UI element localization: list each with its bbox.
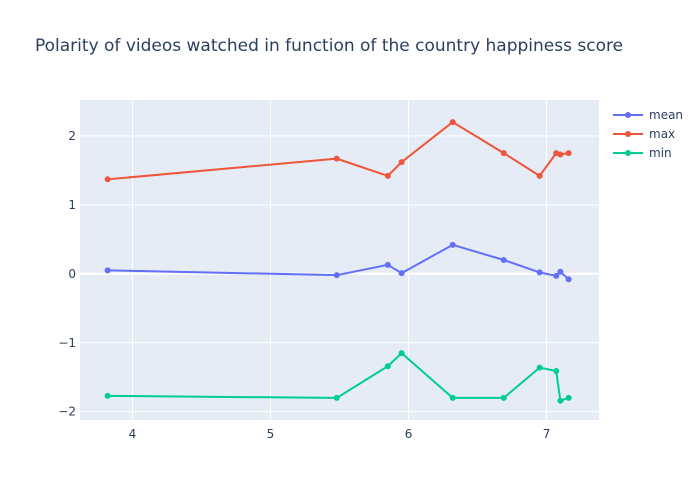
x-tick-label: 6 bbox=[405, 427, 413, 441]
y-tick-label: −2 bbox=[58, 405, 76, 419]
x-tick-label: 5 bbox=[267, 427, 275, 441]
legend-swatch-marker bbox=[625, 131, 631, 137]
data-point-min[interactable] bbox=[500, 394, 507, 401]
data-point-min[interactable] bbox=[536, 364, 543, 371]
legend-swatch-marker bbox=[625, 112, 631, 118]
x-axis-ticks: 4 5 6 7 bbox=[129, 427, 551, 441]
legend-label: max bbox=[649, 127, 675, 141]
data-point-max[interactable] bbox=[384, 172, 391, 179]
data-point-mean[interactable] bbox=[104, 267, 111, 274]
legend-swatch-marker bbox=[625, 150, 631, 156]
data-point-min[interactable] bbox=[104, 392, 111, 399]
data-point-mean[interactable] bbox=[536, 269, 543, 276]
data-point-mean[interactable] bbox=[565, 276, 572, 283]
data-point-mean[interactable] bbox=[333, 272, 340, 279]
data-point-min[interactable] bbox=[333, 394, 340, 401]
series-min bbox=[104, 350, 572, 404]
legend-label: mean bbox=[649, 108, 683, 122]
legend[interactable]: mean max min bbox=[613, 108, 683, 160]
x-tick-label: 4 bbox=[129, 427, 137, 441]
y-tick-label: 2 bbox=[68, 129, 76, 143]
y-axis-ticks: −2 −1 0 1 2 bbox=[58, 129, 76, 419]
data-point-mean[interactable] bbox=[500, 257, 507, 263]
data-point-min[interactable] bbox=[384, 363, 391, 370]
legend-label: min bbox=[649, 146, 672, 160]
data-point-min[interactable] bbox=[565, 394, 572, 401]
data-point-max[interactable] bbox=[536, 172, 543, 179]
chart-title: Polarity of videos watched in function o… bbox=[35, 36, 623, 56]
y-tick-label: 1 bbox=[68, 198, 76, 212]
plot-area bbox=[80, 100, 599, 420]
legend-item-min[interactable]: min bbox=[613, 146, 672, 160]
data-point-max[interactable] bbox=[565, 150, 572, 157]
y-tick-label: 0 bbox=[68, 267, 76, 281]
series-max bbox=[104, 119, 572, 183]
data-point-max[interactable] bbox=[333, 155, 340, 162]
series-mean bbox=[104, 241, 572, 283]
data-point-max[interactable] bbox=[104, 176, 111, 183]
x-tick-label: 7 bbox=[543, 427, 551, 441]
data-point-mean[interactable] bbox=[553, 272, 560, 279]
data-point-max[interactable] bbox=[449, 119, 456, 126]
data-point-mean[interactable] bbox=[449, 241, 456, 248]
y-tick-label: −1 bbox=[58, 336, 76, 350]
data-point-max[interactable] bbox=[398, 159, 405, 166]
data-point-min[interactable] bbox=[553, 368, 560, 375]
data-point-max[interactable] bbox=[500, 150, 507, 157]
data-point-min[interactable] bbox=[449, 394, 456, 401]
series-layer bbox=[104, 119, 572, 404]
series-min-line bbox=[107, 352, 569, 402]
legend-item-mean[interactable]: mean bbox=[613, 108, 683, 122]
data-point-mean[interactable] bbox=[384, 261, 391, 268]
data-point-min[interactable] bbox=[557, 397, 564, 404]
data-point-mean[interactable] bbox=[557, 268, 564, 275]
legend-item-max[interactable]: max bbox=[613, 127, 675, 141]
data-point-min[interactable] bbox=[398, 350, 405, 357]
data-point-mean[interactable] bbox=[398, 270, 405, 277]
data-point-max[interactable] bbox=[557, 151, 564, 158]
